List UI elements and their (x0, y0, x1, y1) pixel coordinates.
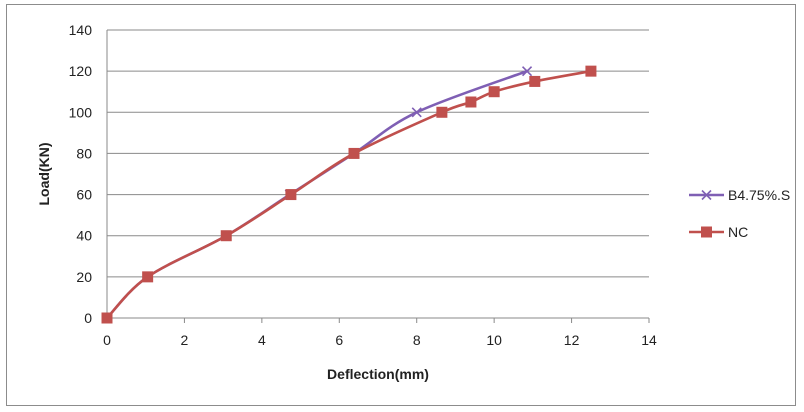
marker-stroke (411, 107, 422, 118)
data-point-series-0 (521, 66, 533, 77)
legend-marker (701, 226, 712, 238)
data-point-series-1 (436, 106, 448, 118)
data-point-series-1 (348, 147, 360, 159)
legend-item-0: B4.75%.S (689, 187, 790, 203)
x-tick-label: 14 (641, 332, 657, 348)
y-tick-label: 40 (76, 228, 92, 244)
data-point-series-1 (488, 86, 500, 98)
x-tick-label: 12 (564, 332, 580, 348)
marker-stroke (701, 189, 712, 201)
series-markers (101, 65, 597, 324)
marker-stroke (521, 66, 533, 77)
legend-label: B4.75%.S (728, 187, 790, 203)
y-tick-label: 0 (84, 310, 92, 326)
data-point-series-1 (220, 230, 232, 242)
data-point-series-1 (465, 96, 477, 108)
y-tick-label: 20 (76, 269, 92, 285)
x-axis-title: Deflection(mm) (327, 366, 429, 382)
x-tick-labels: 0 2 4 6 8 10 12 14 (103, 332, 657, 348)
x-tick-label: 6 (335, 332, 343, 348)
series-line-1 (105, 69, 593, 320)
y-tick-label: 60 (76, 187, 92, 203)
legend-marker (701, 189, 712, 201)
data-point-series-0 (411, 107, 422, 118)
legend-label: NC (728, 224, 748, 240)
legend-item-1: NC (689, 224, 748, 240)
x-tick-label: 8 (413, 332, 421, 348)
x-tick-label: 4 (258, 332, 266, 348)
y-tick-label: 100 (69, 104, 93, 120)
data-point-series-1 (101, 312, 113, 324)
data-point-series-1 (285, 189, 297, 201)
data-point-series-1 (585, 65, 597, 77)
data-point-series-1 (142, 271, 154, 283)
y-tick-labels: 0 20 40 60 80 100 120 140 (69, 22, 93, 326)
legend: B4.75%.S NC (689, 187, 790, 240)
y-tick-label: 80 (76, 145, 92, 161)
y-axis-title: Load(KN) (36, 143, 52, 206)
x-tick-label: 0 (103, 332, 111, 348)
data-point-series-1 (529, 75, 541, 87)
y-tick-label: 120 (69, 63, 93, 79)
gridlines (107, 29, 649, 278)
x-tick-label: 10 (486, 332, 502, 348)
x-tick-label: 2 (181, 332, 189, 348)
y-tick-label: 140 (69, 22, 93, 38)
